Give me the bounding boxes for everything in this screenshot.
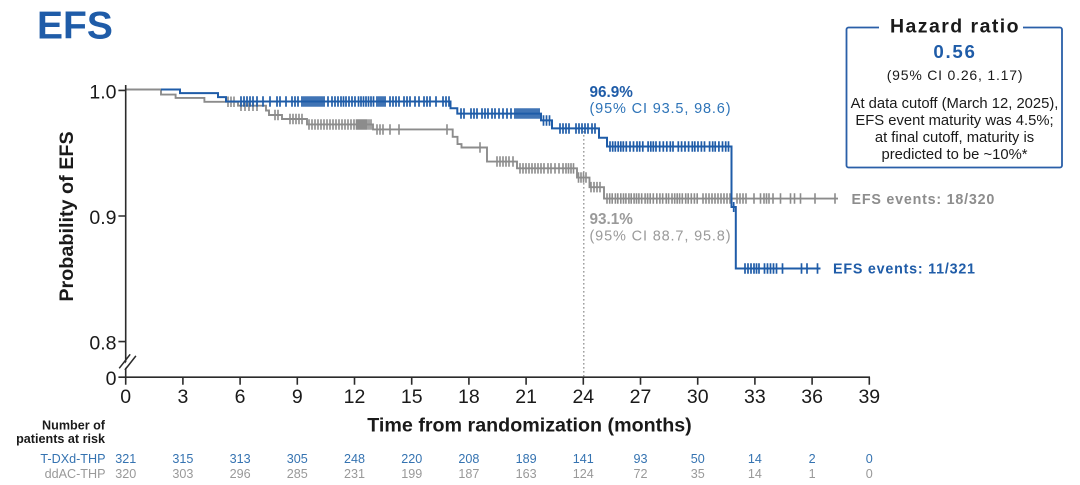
svg-text:(95% CI 93.5, 98.6): (95% CI 93.5, 98.6) [590,101,732,117]
svg-text:296: 296 [230,467,251,481]
svg-text:39: 39 [858,386,880,408]
svg-text:72: 72 [633,467,647,481]
svg-text:248: 248 [344,452,365,466]
svg-text:at final cutoff, maturity is: at final cutoff, maturity is [875,130,1034,146]
svg-text:27: 27 [630,386,652,408]
svg-text:EFS: EFS [37,5,113,48]
svg-text:EFS events: 11/321: EFS events: 11/321 [833,262,976,278]
svg-text:patients at risk: patients at risk [16,432,106,446]
svg-text:93.1%: 93.1% [590,211,634,228]
svg-text:9: 9 [292,386,303,408]
svg-text:199: 199 [401,467,422,481]
svg-text:21: 21 [515,386,537,408]
svg-text:220: 220 [401,452,422,466]
svg-text:1.0: 1.0 [89,81,116,103]
svg-text:321: 321 [115,452,136,466]
svg-text:2: 2 [809,452,816,466]
svg-text:Hazard ratio: Hazard ratio [890,15,1020,37]
svg-text:18: 18 [458,386,480,408]
svg-text:14: 14 [748,452,762,466]
svg-text:EFS events: 18/320: EFS events: 18/320 [852,192,996,208]
svg-text:predicted to be ~10%*: predicted to be ~10%* [881,147,1027,163]
svg-text:33: 33 [744,386,766,408]
svg-text:285: 285 [287,467,308,481]
svg-text:T-DXd-THP: T-DXd-THP [40,452,105,466]
svg-text:208: 208 [458,452,479,466]
svg-text:187: 187 [458,467,479,481]
svg-text:0: 0 [866,452,873,466]
svg-text:0: 0 [866,467,873,481]
svg-text:189: 189 [516,452,537,466]
svg-text:0: 0 [120,386,131,408]
svg-text:Time from randomization (month: Time from randomization (months) [367,414,692,436]
svg-text:12: 12 [344,386,366,408]
svg-text:0.9: 0.9 [89,207,116,229]
svg-text:96.9%: 96.9% [590,84,634,101]
svg-text:93: 93 [633,452,647,466]
svg-text:6: 6 [235,386,246,408]
svg-text:3: 3 [177,386,188,408]
svg-text:0: 0 [106,368,117,390]
svg-text:1: 1 [809,467,816,481]
svg-text:EFS event maturity was 4.5%;: EFS event maturity was 4.5%; [855,113,1053,129]
svg-text:163: 163 [516,467,537,481]
svg-text:50: 50 [691,452,705,466]
svg-text:141: 141 [573,452,594,466]
svg-text:303: 303 [172,467,193,481]
svg-text:36: 36 [801,386,823,408]
svg-text:(95% CI 88.7, 95.8): (95% CI 88.7, 95.8) [590,228,732,244]
svg-text:14: 14 [748,467,762,481]
svg-text:0.8: 0.8 [89,333,116,355]
svg-text:124: 124 [573,467,594,481]
svg-text:0.56: 0.56 [933,41,976,62]
svg-text:15: 15 [401,386,423,408]
svg-text:Probability of EFS: Probability of EFS [56,131,78,301]
svg-text:305: 305 [287,452,308,466]
svg-text:(95% CI 0.26, 1.17): (95% CI 0.26, 1.17) [887,67,1024,83]
svg-text:315: 315 [172,452,193,466]
svg-text:313: 313 [230,452,251,466]
svg-text:320: 320 [115,467,136,481]
svg-text:231: 231 [344,467,365,481]
svg-text:35: 35 [691,467,705,481]
svg-text:30: 30 [687,386,709,408]
svg-text:24: 24 [572,386,594,408]
svg-text:At data cutoff (March 12, 2025: At data cutoff (March 12, 2025), [851,96,1059,112]
svg-text:ddAC-THP: ddAC-THP [45,467,106,481]
svg-text:Number of: Number of [42,419,106,433]
